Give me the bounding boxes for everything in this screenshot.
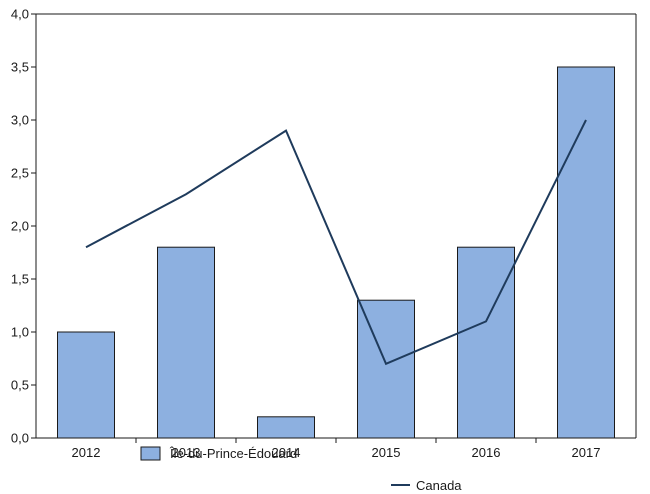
y-tick-label: 0,5 — [11, 378, 29, 393]
y-tick-label: 2,5 — [11, 166, 29, 181]
x-tick-label: 2017 — [572, 445, 601, 460]
plot-area: 0,0 0,5 1,0 1,5 2,0 2,5 3,0 3,5 4,0 2012 2013 2014 2… — [11, 7, 637, 460]
bar-2014 — [257, 416, 315, 439]
y-tick-label: 3,5 — [11, 60, 29, 75]
y-tick-label: 3,0 — [11, 113, 29, 128]
y-tick-label: 1,5 — [11, 272, 29, 287]
legend-swatch-bar — [140, 446, 161, 461]
x-tick-label: 2016 — [472, 445, 501, 460]
legend: Île-du-Prince-Édouard Canada — [140, 446, 462, 493]
y-tick-label: 4,0 — [11, 7, 29, 22]
legend-label-line: Canada — [416, 478, 462, 493]
x-tick-label: 2015 — [372, 445, 401, 460]
bar-2015 — [357, 299, 415, 439]
x-tick-label: 2013 — [172, 445, 201, 460]
line-canada — [85, 119, 587, 366]
bar-2012 — [57, 331, 115, 439]
bar-2017 — [557, 66, 615, 439]
bar-2016 — [457, 246, 515, 439]
legend-label-bar: Île-du-Prince-Édouard — [169, 446, 297, 461]
x-tick-label: 2012 — [72, 445, 101, 460]
y-tick-label: 1,0 — [11, 325, 29, 340]
bar-2013 — [157, 246, 215, 439]
x-tick-label: 2014 — [272, 445, 301, 460]
y-tick-label: 0,0 — [11, 431, 29, 446]
y-tick-label: 2,0 — [11, 219, 29, 234]
